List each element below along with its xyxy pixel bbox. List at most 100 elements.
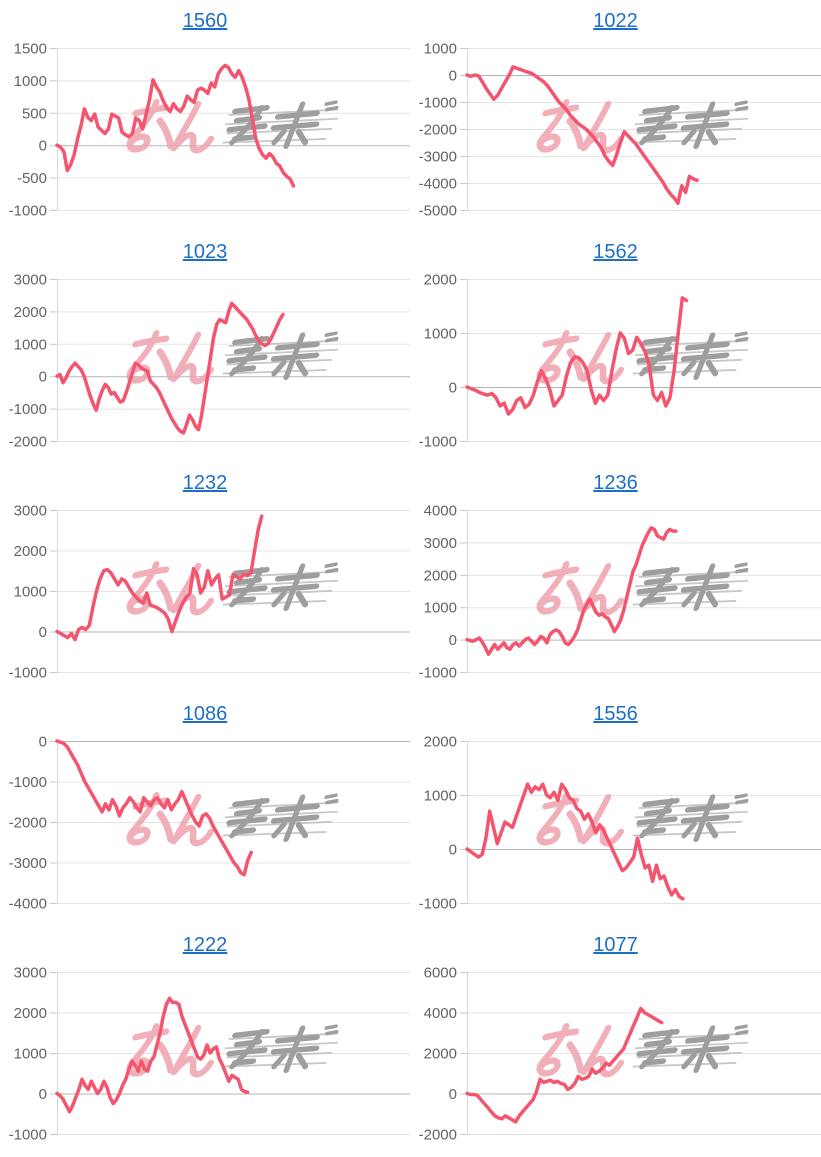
site-watermark [128,102,342,150]
y-tick-label: 0 [39,1086,47,1103]
y-tick-label: -500 [17,170,47,187]
series-line [55,739,253,877]
y-tick-label: 0 [449,1086,457,1103]
chart-cell: 1232 3000 2000 1000 0 -1000 [0,462,410,693]
chart-title-row: 1560 [0,0,410,42]
chart-cell: 1560 1500 1000 500 0 -500 -1000 [0,0,410,231]
y-tick-label: -1000 [9,401,47,418]
y-tick-label: 0 [449,842,457,859]
chart-title-link[interactable]: 1556 [593,703,638,725]
site-watermark [128,333,342,381]
chart-title-row: 1562 [410,231,821,273]
line-chart: 3000 2000 1000 0 -1000 [9,966,410,1144]
y-tick-label: 3000 [14,273,47,289]
y-tick-label: -1000 [9,203,47,220]
y-tick-label: -1000 [419,434,457,451]
line-chart: 3000 2000 1000 0 -1000 -2000 [9,273,410,451]
y-tick-label: -3000 [419,149,457,166]
y-tick-label: -4000 [419,176,457,193]
site-watermark [538,795,752,843]
line-chart: 1500 1000 500 0 -500 -1000 [9,42,410,220]
y-tick-label: 6000 [424,966,457,982]
site-watermark [538,564,752,612]
y-tick-label: -1000 [9,774,47,791]
series-line [465,526,678,656]
y-tick-label: -5000 [419,203,457,220]
site-watermark [538,1026,752,1074]
y-tick-label: 2000 [424,1046,457,1063]
line-chart: 3000 2000 1000 0 -1000 [9,504,410,682]
chart-title-link[interactable]: 1560 [182,10,228,32]
y-tick-label: 1000 [14,336,47,353]
y-tick-label: 1000 [424,600,457,617]
chart-cell: 1556 2000 1000 0 -1000 [410,693,821,924]
line-chart: 1000 0 -1000 -2000 -3000 -4000 -5000 [419,42,821,220]
y-tick-label: 1000 [14,73,47,90]
y-tick-label: 2000 [14,1005,47,1022]
series-line [55,514,264,642]
chart-cell: 1562 2000 1000 0 -1000 [410,231,821,462]
line-chart: 2000 1000 0 -1000 [419,735,821,913]
series-line [55,301,285,435]
y-tick-label: 2000 [424,567,457,584]
chart-title-row: 1556 [410,693,821,735]
chart-title-link[interactable]: 1023 [182,241,228,263]
series-line [55,63,296,188]
series-line [465,296,689,416]
y-tick-label: 2000 [424,273,457,289]
y-tick-label: 2000 [424,735,457,751]
series-line [55,996,250,1114]
y-tick-label: 2000 [14,543,47,560]
chart-title-link[interactable]: 1236 [593,472,638,494]
y-tick-label: 0 [449,380,457,397]
line-chart: 0 -1000 -2000 -3000 -4000 [9,735,410,913]
chart-cell: 1022 1000 0 -1000 -2000 -3000 -4000 -5000 [410,0,821,231]
series-line [465,782,685,901]
y-tick-label: 1000 [14,584,47,601]
y-tick-label: -1000 [9,665,47,682]
site-watermark [128,564,342,612]
chart-title-link[interactable]: 1222 [182,934,228,956]
site-watermark [538,102,752,150]
chart-cell: 1086 0 -1000 -2000 -3000 -4000 [0,693,410,924]
y-tick-label: 1000 [424,788,457,805]
y-tick-label: 0 [449,68,457,85]
chart-cell: 1077 6000 4000 2000 0 -2000 [410,924,821,1155]
y-tick-label: -2000 [419,122,457,139]
y-tick-label: -1000 [9,1127,47,1144]
series-line [465,65,699,206]
y-tick-label: 1000 [424,42,457,58]
chart-title-row: 1022 [410,0,821,42]
chart-title-link[interactable]: 1086 [182,703,228,725]
y-tick-label: 3000 [14,966,47,982]
series-line [465,1006,664,1124]
y-tick-label: -2000 [9,815,47,832]
y-tick-label: 4000 [424,1005,457,1022]
chart-title-link[interactable]: 1562 [593,241,638,263]
y-tick-label: 500 [22,105,47,122]
y-tick-label: -4000 [9,896,47,913]
y-tick-label: 0 [39,138,47,155]
y-tick-label: 2000 [14,304,47,321]
y-tick-label: 0 [449,632,457,649]
y-tick-label: -2000 [9,434,47,451]
line-chart: 2000 1000 0 -1000 [419,273,821,451]
y-tick-label: 4000 [424,504,457,520]
y-tick-label: 1000 [424,326,457,343]
chart-title-row: 1236 [410,462,821,504]
chart-title-row: 1077 [410,924,821,966]
y-tick-label: -2000 [419,1127,457,1144]
chart-title-link[interactable]: 1232 [182,472,228,494]
chart-title-link[interactable]: 1022 [593,10,638,32]
chart-cell: 1023 3000 2000 1000 0 -1000 -2000 [0,231,410,462]
chart-cell: 1222 3000 2000 1000 0 -1000 [0,924,410,1155]
site-watermark [538,333,752,381]
chart-title-row: 1023 [0,231,410,273]
y-tick-label: 3000 [14,504,47,520]
chart-title-row: 1086 [0,693,410,735]
y-tick-label: -1000 [419,896,457,913]
chart-title-row: 1222 [0,924,410,966]
line-chart: 4000 3000 2000 1000 0 -1000 [419,504,821,682]
chart-title-link[interactable]: 1077 [593,934,638,956]
